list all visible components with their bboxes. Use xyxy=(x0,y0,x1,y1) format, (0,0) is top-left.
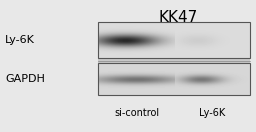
Bar xyxy=(98,63,250,95)
Bar xyxy=(98,22,250,95)
Text: KK47: KK47 xyxy=(158,10,198,25)
Text: Ly-6K: Ly-6K xyxy=(5,35,35,45)
Bar xyxy=(98,22,250,58)
Text: GAPDH: GAPDH xyxy=(5,74,45,84)
Text: Ly-6K: Ly-6K xyxy=(199,108,226,118)
Text: si-control: si-control xyxy=(114,108,159,118)
